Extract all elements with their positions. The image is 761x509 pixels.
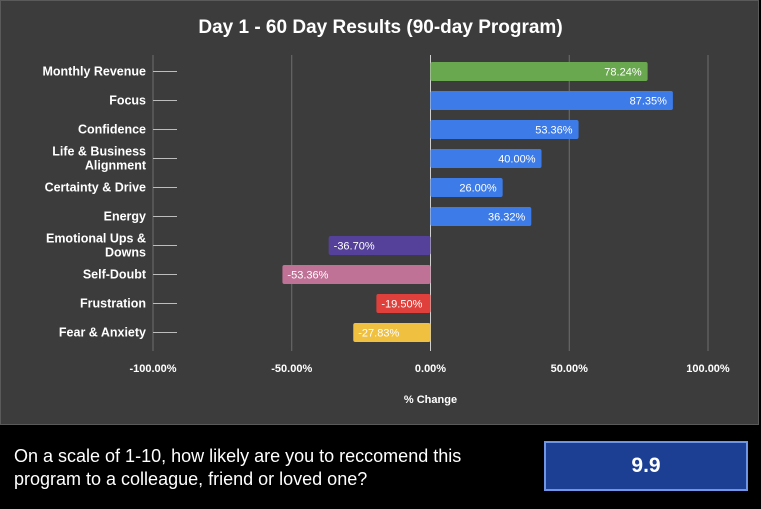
- data-label: 53.36%: [535, 125, 573, 137]
- y-category-label: Energy: [104, 210, 146, 224]
- chart-panel: Day 1 - 60 Day Results (90-day Program) …: [0, 0, 759, 425]
- y-category-label: Emotional Ups &: [46, 232, 146, 246]
- y-category-label: Focus: [109, 94, 146, 108]
- x-axis-title: % Change: [404, 394, 457, 406]
- x-tick-label: 0.00%: [415, 363, 446, 375]
- x-tick-label: -100.00%: [129, 363, 176, 375]
- y-category-label: Self-Doubt: [83, 268, 147, 282]
- y-category-label: Frustration: [80, 297, 146, 311]
- survey-question: On a scale of 1-10, how likely are you t…: [14, 446, 462, 489]
- data-label: 78.24%: [604, 67, 642, 79]
- data-label: -36.70%: [334, 241, 375, 253]
- data-label: -53.36%: [287, 270, 328, 282]
- score-value: 9.9: [631, 454, 661, 477]
- bar: [430, 207, 532, 226]
- bar: [282, 265, 431, 284]
- y-category-label: Downs: [105, 246, 146, 260]
- bar: [430, 91, 673, 110]
- y-category-label: Confidence: [78, 123, 146, 137]
- x-tick-label: 100.00%: [686, 363, 730, 375]
- data-label: -19.50%: [381, 299, 422, 311]
- bar: [328, 236, 431, 255]
- data-label: -27.83%: [358, 328, 399, 340]
- x-tick-label: 50.00%: [551, 363, 589, 375]
- data-label: 26.00%: [459, 183, 497, 195]
- y-category-label: Alignment: [85, 159, 147, 173]
- bar: [376, 294, 431, 313]
- bar: [353, 323, 431, 342]
- data-label: 40.00%: [498, 154, 536, 166]
- y-category-label: Life & Business: [52, 145, 146, 159]
- survey-bar: On a scale of 1-10, how likely are you t…: [0, 425, 761, 509]
- y-category-label: Certainty & Drive: [45, 181, 146, 195]
- bar: [430, 62, 648, 81]
- data-label: 36.32%: [488, 212, 526, 224]
- y-category-label: Fear & Anxiety: [59, 326, 146, 340]
- bar-chart: -100.00% -50.00% 0.00% 50.00% 100.00% % Chang…: [43, 55, 730, 406]
- data-label: 87.35%: [630, 96, 668, 108]
- bar: [430, 149, 542, 168]
- score-box: 9.9: [544, 441, 748, 491]
- bar: [430, 120, 579, 139]
- chart-title: Day 1 - 60 Day Results (90-day Program): [198, 17, 563, 38]
- x-tick-label: -50.00%: [271, 363, 312, 375]
- bar: [430, 178, 503, 197]
- y-category-label: Monthly Revenue: [43, 65, 147, 79]
